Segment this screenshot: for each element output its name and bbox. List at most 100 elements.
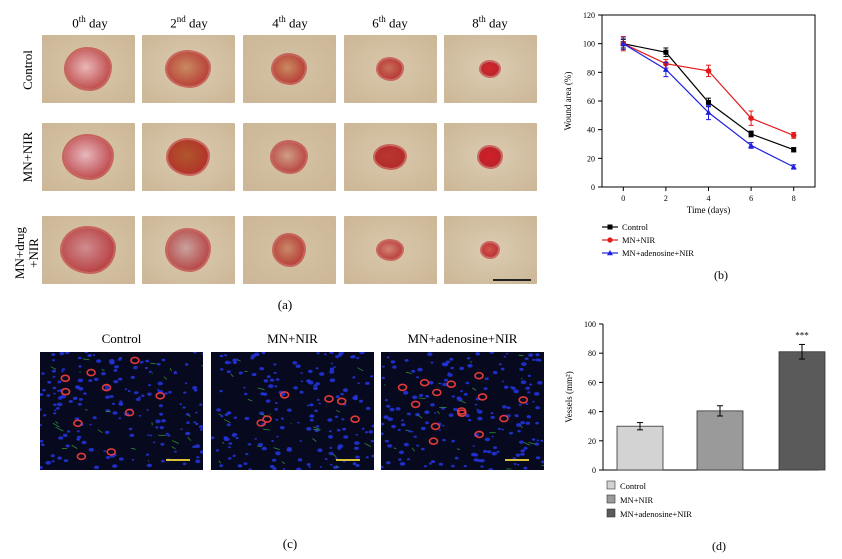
micrograph-control	[40, 352, 203, 470]
legend-label: Control	[620, 481, 647, 491]
y-tick-label: 100	[584, 320, 596, 329]
y-tick-label: 120	[583, 11, 595, 20]
x-tick-label: 6	[749, 194, 753, 203]
y-tick-label: 60	[588, 378, 596, 387]
legend-label: MN+NIR	[622, 235, 655, 245]
y-tick-label: 60	[587, 97, 595, 106]
legend-label: MN+adenosine+NIR	[620, 509, 692, 519]
point-marker	[620, 40, 627, 47]
y-tick-label: 40	[587, 126, 595, 135]
y-tick-label: 40	[588, 408, 596, 417]
wound	[378, 59, 402, 79]
point-marker	[663, 49, 669, 55]
y-tick-label: 0	[591, 183, 595, 192]
y-axis-label: Wound area (%)	[563, 72, 573, 131]
x-tick-label: 4	[707, 194, 711, 203]
legend-swatch	[606, 494, 616, 504]
legend-label: MN+NIR	[620, 495, 653, 505]
wound	[272, 142, 306, 172]
point-marker	[790, 132, 797, 139]
series-line-1	[623, 43, 794, 136]
wound-photo-mn-drug-nir-day-4	[243, 216, 336, 284]
micro-scale-bar-2	[336, 459, 360, 461]
day-label-0: 0th day	[72, 14, 108, 31]
bar-0	[616, 425, 664, 471]
wound-photo-control-day-4	[243, 35, 336, 103]
point-marker	[748, 115, 754, 121]
y-tick-label: 20	[588, 437, 596, 446]
wound	[375, 146, 405, 168]
micrograph-mn-nir	[211, 352, 374, 470]
wound	[378, 241, 402, 259]
row-label-mn-drug-nir: MN+drug +NIR	[12, 226, 41, 280]
wound	[64, 136, 112, 178]
wound-photo-mn-drug-nir-day-0	[42, 216, 135, 284]
micro-scale-bar-3	[505, 459, 529, 461]
wound	[481, 62, 499, 76]
wound	[482, 243, 498, 257]
micro-title-mn-nir: MN+NIR	[267, 331, 318, 346]
point-marker	[748, 131, 754, 137]
wound-photo-mn-nir-day-8	[444, 123, 537, 191]
legend-marker	[607, 250, 613, 256]
wound-photo-control-day-2	[142, 35, 235, 103]
wound-area-chart: 0 20 40 60 80 100 120 0 2 4 6 8 Time (days) Wound are…	[563, 11, 816, 282]
panel-c-label: (c)	[282, 536, 298, 551]
wound	[273, 55, 305, 83]
wound	[167, 52, 209, 86]
micro-title-control: Control	[101, 331, 142, 346]
micrograph-cells	[40, 352, 203, 470]
wound-photo-control-day-6	[344, 35, 437, 103]
point-marker	[748, 142, 755, 148]
bar-2	[778, 351, 826, 471]
bar-1	[696, 410, 744, 471]
y-tick-label: 80	[587, 68, 595, 77]
micro-scale-bar-1	[166, 459, 190, 461]
panel-b-label: (b)	[714, 268, 728, 282]
wound-photo-mn-nir-day-6	[344, 123, 437, 191]
day-label-2: 2nd day	[170, 14, 208, 31]
x-axis-label: Time (days)	[687, 205, 730, 215]
wound-photo-mn-drug-nir-day-6	[344, 216, 437, 284]
wound-photo-control-day-0	[42, 35, 135, 103]
day-label-8: 8th day	[472, 14, 508, 31]
micrograph-mn-adenosine-nir	[381, 352, 544, 470]
day-label-6: 6th day	[372, 14, 408, 31]
point-marker	[705, 68, 712, 74]
legend-swatch	[606, 480, 616, 490]
micrograph-cells	[211, 352, 374, 470]
legend-marker	[607, 237, 613, 243]
y-axis-label: Vessels (mm²)	[564, 371, 574, 422]
micrograph-cells	[381, 352, 544, 470]
x-tick-label: 0	[621, 194, 625, 203]
wound-photo-mn-nir-day-4	[243, 123, 336, 191]
legend-label: MN+adenosine+NIR	[622, 248, 694, 258]
point-marker	[790, 163, 797, 170]
wound	[168, 140, 208, 174]
point-marker	[662, 66, 669, 72]
photo-scale-bar	[493, 279, 531, 281]
x-tick-label: 8	[792, 194, 796, 203]
wound	[274, 235, 304, 265]
vessels-bar-chart: 0 20 40 60 80 100 Vessels (mm²) *** Control MN+NI…	[564, 320, 826, 553]
panel-a-label: (a)	[277, 297, 293, 312]
point-marker	[705, 109, 712, 115]
y-tick-label: 0	[592, 466, 596, 475]
wound	[66, 49, 110, 89]
y-tick-label: 20	[587, 154, 595, 163]
wound	[62, 228, 114, 272]
point-marker	[706, 99, 711, 105]
x-tick-label: 2	[664, 194, 668, 203]
y-tick-label: 80	[588, 349, 596, 358]
wound-photo-control-day-8	[444, 35, 537, 103]
wound	[167, 230, 209, 270]
row-label-mn-nir: MN+NIR	[20, 131, 35, 183]
wound-photo-mn-drug-nir-day-2	[142, 216, 235, 284]
wound-photo-mn-drug-nir-day-8	[444, 216, 537, 284]
micro-title-mn-adenosine-nir: MN+adenosine+NIR	[407, 331, 518, 346]
panel-d-label: (d)	[712, 539, 726, 553]
legend-label: Control	[622, 222, 649, 232]
legend-marker	[607, 224, 613, 230]
point-marker	[791, 147, 797, 153]
wound	[479, 147, 501, 167]
